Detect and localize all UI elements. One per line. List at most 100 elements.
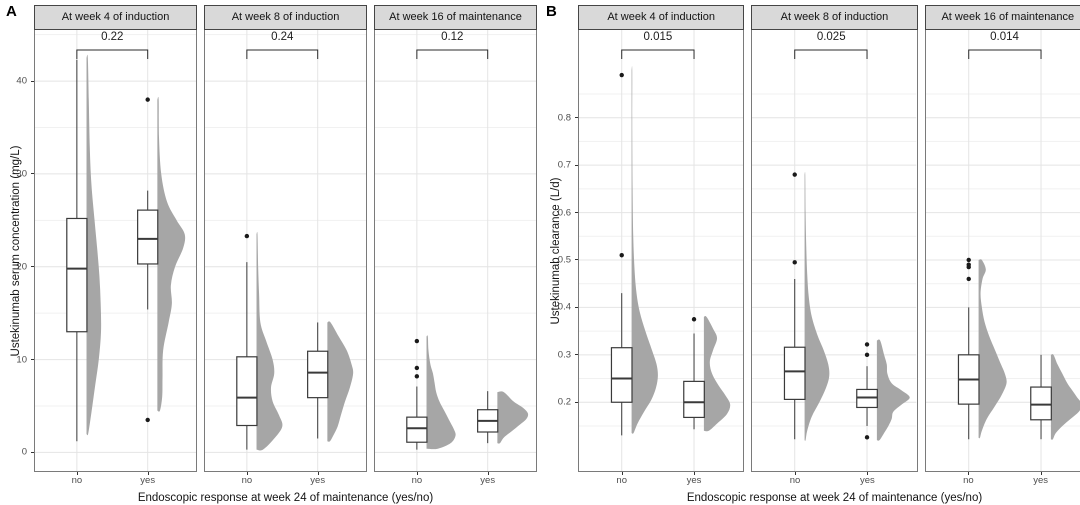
- p-value-label: 0.025: [816, 31, 846, 43]
- y-tick-label: 0.3: [557, 349, 571, 361]
- outlier-point: [865, 435, 870, 440]
- facet-B-week4: At week 4 of induction 0.015 no yes: [578, 5, 745, 488]
- y-tick-label: 0.7: [557, 159, 571, 171]
- x-tick-mark: [246, 472, 248, 475]
- p-value-bracket: [794, 49, 868, 59]
- x-tick-mark: [621, 472, 623, 475]
- x-tick-label: yes: [859, 475, 875, 486]
- violin-density-shape: [1050, 354, 1080, 440]
- y-tick-mark: [575, 306, 578, 308]
- x-tick-mark: [487, 472, 489, 475]
- facet-B-week16: At week 16 of maintenance 0.014 no yes: [924, 5, 1080, 488]
- outlier-point: [865, 342, 870, 347]
- outlier-point: [792, 260, 798, 265]
- p-value-bracket: [416, 49, 489, 59]
- violin-density-shape: [497, 391, 529, 444]
- x-tick-label: no: [963, 475, 974, 486]
- x-tick-row: no yes: [578, 472, 744, 488]
- y-tick-mark: [575, 259, 578, 261]
- x-tick-label: no: [616, 475, 628, 486]
- boxplot-box: [66, 217, 88, 333]
- y-tick-label: 30: [16, 168, 27, 180]
- y-axis-A: 0 10 20 30 40: [0, 0, 34, 505]
- violin-density-shape: [327, 321, 354, 442]
- panel-letter-A: A: [6, 3, 17, 20]
- y-tick-label: 0.8: [557, 112, 571, 124]
- outlier-point: [966, 264, 971, 270]
- facet-A-week4: At week 4 of induction 0.22 no yes: [34, 5, 197, 488]
- p-value-bracket: [76, 49, 149, 59]
- x-tick-label: no: [241, 475, 253, 486]
- violin-density-shape: [256, 231, 283, 451]
- facet-plot-svg: [925, 30, 1080, 471]
- p-value-bracket: [967, 49, 1042, 59]
- x-tick-label: no: [71, 475, 83, 486]
- y-axis-B: 0.2 0.3 0.4 0.5 0.6 0.7 0.8: [540, 0, 578, 505]
- x-tick-row: no yes: [204, 472, 367, 488]
- violin-density-shape: [978, 259, 1007, 439]
- facets-A: At week 4 of induction 0.22 no yes At wee…: [34, 5, 537, 488]
- facet-plot-svg: [752, 30, 917, 471]
- boxplot-box: [784, 346, 806, 400]
- x-tick-label: no: [789, 475, 801, 486]
- panel-B: B Ustekinumab clearance (L/d) 0.2 0.3 0.4 0…: [540, 0, 1080, 505]
- y-tick-mark: [31, 80, 34, 82]
- x-tick-mark: [1040, 472, 1042, 475]
- facet-plot-area: 0.015: [578, 30, 745, 472]
- y-tick-label: 0.6: [557, 207, 571, 219]
- p-value-label: 0.12: [441, 31, 464, 43]
- outlier-point: [414, 374, 420, 379]
- x-tick-label: yes: [686, 475, 702, 486]
- x-tick-mark: [968, 472, 970, 475]
- y-tick-mark: [575, 117, 578, 119]
- x-tick-row: no yes: [925, 472, 1080, 488]
- x-tick-row: no yes: [374, 472, 537, 488]
- y-tick-label: 0.5: [557, 254, 571, 266]
- outlier-point: [691, 317, 697, 322]
- violin-density-shape: [631, 66, 658, 434]
- y-tick-mark: [575, 164, 578, 166]
- y-tick-mark: [31, 266, 34, 268]
- facet-A-week8: At week 8 of induction 0.24 no yes: [204, 5, 367, 488]
- y-tick-label: 0.4: [557, 301, 571, 313]
- p-value-bracket: [621, 49, 695, 59]
- outlier-point: [244, 233, 250, 239]
- x-tick-label: yes: [480, 475, 496, 486]
- y-tick-mark: [575, 354, 578, 356]
- outlier-point: [792, 172, 798, 177]
- facet-B-week8: At week 8 of induction 0.025 no yes: [751, 5, 918, 488]
- facet-plot-svg: [375, 30, 536, 471]
- panel-letter-B: B: [546, 3, 557, 20]
- x-tick-mark: [416, 472, 418, 475]
- outlier-point: [414, 338, 420, 344]
- facet-plot-area: 0.24: [204, 30, 367, 472]
- y-tick-mark: [575, 401, 578, 403]
- outlier-point: [966, 257, 971, 263]
- panel-A: A Ustekinumab serum concentration (mg/L)…: [0, 0, 537, 505]
- y-tick-label: 10: [16, 354, 27, 366]
- facet-plot-area: 0.12: [374, 30, 537, 472]
- y-tick-mark: [31, 173, 34, 175]
- outlier-point: [145, 97, 150, 102]
- boxplot-box: [1029, 386, 1052, 421]
- y-tick-mark: [31, 451, 34, 453]
- facet-strip: At week 16 of maintenance: [374, 5, 537, 30]
- facet-strip: At week 4 of induction: [578, 5, 745, 30]
- outlier-point: [619, 72, 624, 78]
- boxplot-box: [236, 356, 258, 427]
- facets-B: At week 4 of induction 0.015 no yes At we…: [578, 5, 1080, 488]
- x-tick-label: yes: [310, 475, 326, 486]
- violin-density-shape: [157, 96, 186, 412]
- facet-plot-area: 0.014: [924, 30, 1080, 472]
- x-tick-mark: [694, 472, 696, 475]
- x-tick-label: no: [411, 475, 423, 486]
- p-value-label: 0.22: [101, 31, 124, 43]
- violin-density-shape: [703, 316, 731, 432]
- x-axis-title-A: Endoscopic response at week 24 of mainte…: [137, 492, 434, 504]
- p-value-bracket: [246, 49, 319, 59]
- boxplot-box: [406, 416, 428, 443]
- boxplot-box: [307, 350, 329, 399]
- x-tick-mark: [317, 472, 319, 475]
- outlier-point: [966, 276, 971, 282]
